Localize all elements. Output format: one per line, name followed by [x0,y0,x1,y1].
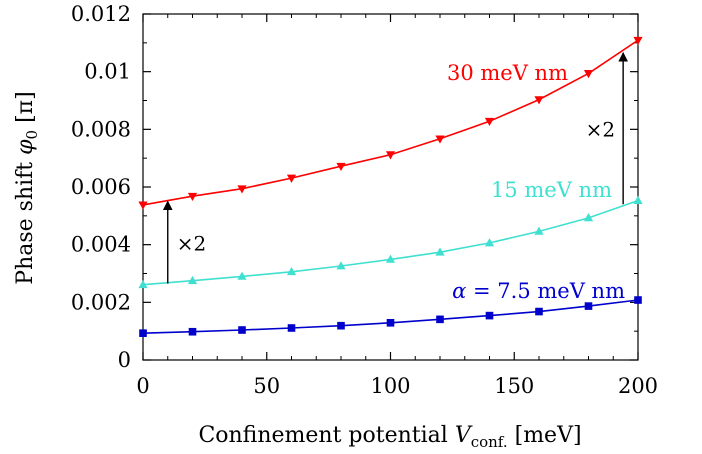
y-tick-label: 0.01 [84,60,131,84]
data-point [435,135,445,144]
data-point [336,261,346,270]
data-point [187,192,198,202]
x-tick-label: 150 [494,374,534,398]
scale-label: ×2 [586,118,615,142]
series-label-30: 30 meV nm [447,61,568,85]
annotation-layer: ×2 ×2 [162,51,629,284]
y-tick-label: 0.006 [71,175,131,199]
y-axis-title: Phase shift φ0 [π] [13,91,41,284]
data-point [534,226,544,235]
x-axis-ticks: 0 50 100 150 200 [136,14,658,398]
y-tick-label: 0.004 [71,233,131,257]
x-tick-label: 200 [618,374,658,398]
data-point [484,117,495,127]
data-point [583,213,594,222]
data-point [386,319,395,327]
data-point [238,326,246,334]
series-label-15: 15 meV nm [491,178,612,202]
scale-annotation-0: ×2 [162,200,206,284]
data-point [583,69,594,79]
data-point [188,327,197,336]
data-point [584,302,593,310]
data-point [484,238,495,247]
scale-annotation-1: ×2 [586,51,629,205]
data-point [535,307,543,316]
series-layer [138,36,643,337]
data-point [385,151,396,160]
y-tick-label: 0.012 [71,2,131,26]
series-line [142,299,639,334]
x-tick-label: 50 [253,374,280,398]
data-point [337,321,345,330]
data-point [633,195,643,204]
series-0 [138,36,643,210]
data-point [485,311,494,320]
data-point [138,201,148,210]
data-point [237,271,247,280]
series-1 [138,195,643,289]
y-tick-label: 0 [118,348,131,372]
data-point [385,254,396,263]
x-axis-title: Confinement potential Vconf. [meV] [198,423,581,451]
data-point [286,174,297,183]
data-point [336,162,346,172]
data-point [436,315,444,324]
data-point [286,266,297,276]
series-label-7-5: α = 7.5 meV nm [452,279,625,303]
data-point [435,247,445,256]
data-point [237,185,247,194]
data-point [139,329,147,337]
data-point [287,324,296,332]
x-tick-label: 0 [136,374,149,398]
y-tick-label: 0.008 [71,117,131,141]
y-axis-ticks: 0 0.002 0.004 0.006 0.008 0.01 0.012 [71,2,638,372]
series-line [142,199,639,286]
data-point [138,279,148,289]
y-tick-label: 0.002 [71,290,131,314]
series-2 [139,296,642,337]
scale-label: ×2 [177,232,206,256]
x-tick-label: 100 [370,374,410,398]
data-point [634,296,642,304]
data-point [534,96,544,105]
data-point [187,275,198,285]
data-point [633,36,643,46]
